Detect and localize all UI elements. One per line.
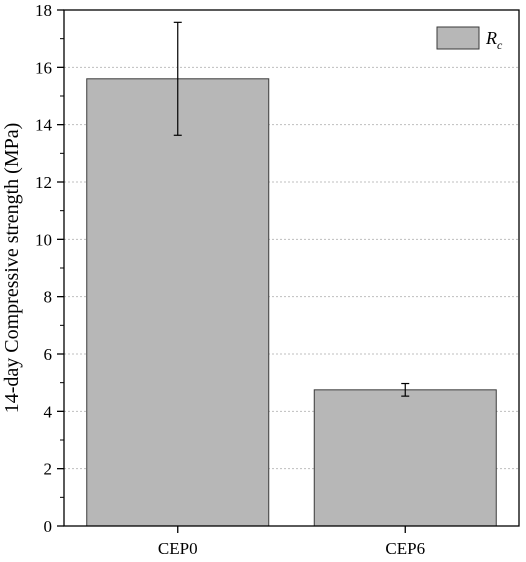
- bar: [86, 78, 270, 527]
- y-tick-label: 12: [35, 173, 52, 192]
- y-axis: 0 2 4 6 8 10 12 14 16 18: [35, 1, 64, 536]
- y-tick-label: 2: [44, 460, 53, 479]
- y-tick-label: 10: [35, 230, 52, 249]
- y-tick-label: 18: [35, 1, 52, 20]
- bars: [86, 78, 497, 527]
- error-bars: [173, 21, 410, 397]
- x-tick-label: CEP0: [158, 539, 198, 558]
- legend-label: Rc: [485, 28, 503, 52]
- y-tick-label: 4: [44, 402, 53, 421]
- y-tick-label: 16: [35, 58, 52, 77]
- y-axis-label: 14-day Compressive strength (MPa): [1, 123, 23, 414]
- x-tick-label: CEP6: [385, 539, 425, 558]
- legend: Rc: [436, 26, 503, 52]
- bar: [313, 389, 497, 527]
- y-tick-label: 14: [35, 116, 53, 135]
- y-tick-label: 8: [44, 288, 53, 307]
- x-axis: CEP0 CEP6: [158, 526, 425, 558]
- y-tick-label: 0: [44, 517, 53, 536]
- y-tick-label: 6: [44, 345, 53, 364]
- legend-swatch: [436, 26, 480, 50]
